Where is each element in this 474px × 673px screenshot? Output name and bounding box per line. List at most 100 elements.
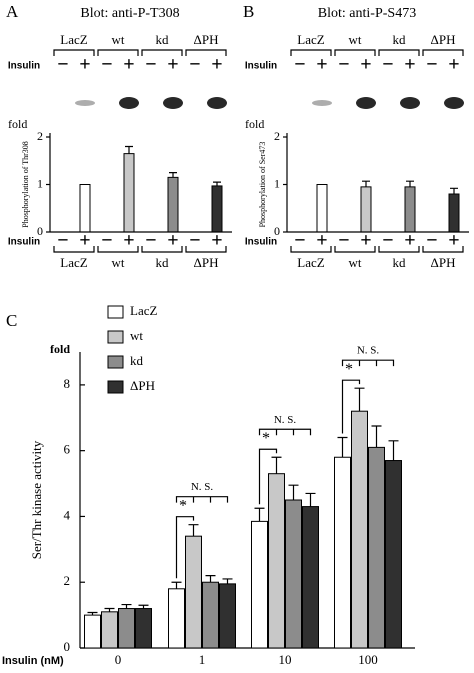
group-bracket (290, 246, 332, 253)
x-tick-label: ΔPH (431, 255, 456, 270)
insulin-sign: + (360, 230, 371, 252)
panel-label: B (243, 2, 254, 21)
error-bar (406, 180, 414, 187)
y-unit: fold (50, 342, 70, 356)
bar (302, 506, 319, 649)
annotation: * (345, 361, 353, 378)
insulin-sign: + (79, 54, 90, 76)
bar (285, 499, 302, 649)
insulin-sign: + (448, 230, 459, 252)
group-bracket (53, 49, 95, 56)
insulin-sign: − (189, 54, 200, 76)
group-bracket (97, 49, 139, 56)
error-bar (254, 507, 265, 522)
x-axis-label: Insulin (nM) (2, 655, 64, 667)
bar (202, 581, 219, 649)
insulin-sign: + (360, 54, 371, 76)
x-tick-label: kd (393, 255, 407, 270)
insulin-sign: + (316, 54, 327, 76)
chart-title: Blot: anti-P-S473 (318, 6, 416, 21)
group-bracket (378, 49, 420, 56)
insulin-sign: − (101, 230, 112, 252)
annotation: N. S. (357, 345, 380, 357)
legend-swatch (107, 380, 124, 394)
error-bar (104, 607, 115, 612)
x-tick-label: 0 (115, 652, 122, 667)
error-bar (169, 172, 177, 178)
bar (368, 446, 385, 649)
bar (84, 614, 101, 649)
blot-band (163, 97, 183, 109)
bar (101, 611, 118, 649)
bar (167, 176, 179, 233)
y-unit: fold (8, 117, 27, 131)
insulin-sign: − (294, 230, 305, 252)
error-bar (337, 436, 348, 458)
y-tick-label: 1 (274, 176, 280, 190)
x-tick-label: kd (156, 255, 170, 270)
group-label: kd (393, 32, 407, 47)
bar (251, 520, 268, 649)
insulin-sign: + (79, 230, 90, 252)
legend-label: ΔPH (130, 378, 155, 393)
blot-band (444, 97, 464, 109)
bar (385, 460, 402, 649)
group-label: kd (156, 32, 170, 47)
y-tick-label: 1 (37, 176, 43, 190)
insulin-sign: + (123, 54, 134, 76)
bar (351, 410, 368, 649)
insulin-sign: − (57, 230, 68, 252)
insulin-sign: − (189, 230, 200, 252)
insulin-sign: + (448, 54, 459, 76)
insulin-sign: − (145, 54, 156, 76)
bar (79, 184, 91, 233)
group-bracket (185, 246, 227, 253)
error-bar (171, 581, 182, 589)
group-label: ΔPH (431, 32, 456, 47)
group-label: wt (112, 32, 125, 47)
annotation: N. S. (191, 481, 214, 493)
group-bracket (141, 246, 183, 253)
error-bar (125, 145, 133, 154)
insulin-sign: + (211, 230, 222, 252)
error-bar (222, 578, 233, 584)
error-bar (388, 440, 399, 461)
insulin-sign: − (338, 230, 349, 252)
annotation: N. S. (274, 414, 297, 426)
insulin-sign: − (101, 54, 112, 76)
chart-title: Blot: anti-P-T308 (80, 6, 179, 21)
bar (219, 583, 236, 649)
error-bar (450, 187, 458, 194)
insulin-sign: + (404, 230, 415, 252)
blot-band (75, 100, 95, 106)
panel-label: C (6, 311, 17, 330)
bar (168, 588, 185, 649)
legend-swatch (107, 355, 124, 369)
blot-band (207, 97, 227, 109)
insulin-sign: − (426, 54, 437, 76)
x-tick-label: LacZ (297, 255, 324, 270)
group-label: LacZ (297, 32, 324, 47)
insulin-sign: + (211, 54, 222, 76)
insulin-sign: − (145, 230, 156, 252)
y-axis-label: Phosphorylation of Thr308 (21, 141, 30, 228)
y-axis-label: Ser/Thr kinase activity (29, 440, 44, 559)
x-tick-label: wt (349, 255, 362, 270)
group-label: wt (349, 32, 362, 47)
legend-label: wt (130, 328, 143, 343)
bar (268, 473, 285, 649)
group-bracket (185, 49, 227, 56)
significance-bracket (258, 428, 312, 436)
blot-band (119, 97, 139, 109)
y-tick-label: 0 (274, 224, 280, 238)
bar (135, 608, 152, 649)
insulin-sign: + (316, 230, 327, 252)
significance-bracket (175, 516, 195, 579)
insulin-sign: + (404, 54, 415, 76)
group-label: ΔPH (194, 32, 219, 47)
group-bracket (53, 246, 95, 253)
error-bar (288, 484, 299, 500)
legend-label: LacZ (130, 303, 157, 318)
insulin-sign: + (167, 54, 178, 76)
